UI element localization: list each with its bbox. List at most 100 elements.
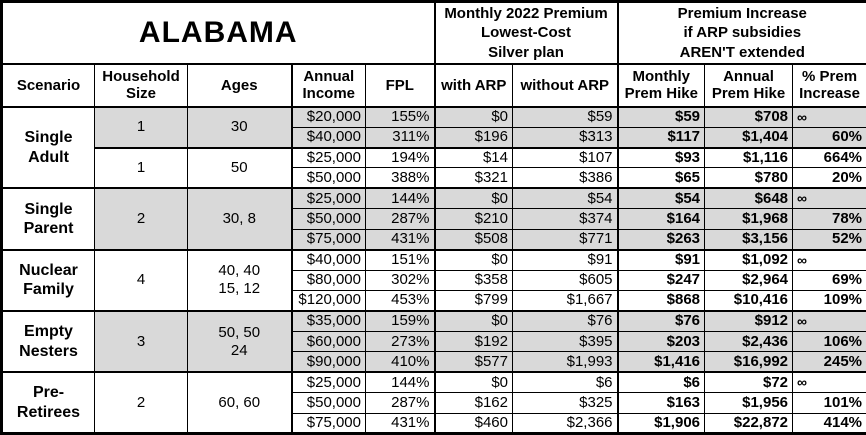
without-arp-cell: $325 — [511, 392, 619, 414]
fpl-cell: 410% — [365, 351, 435, 373]
table-row: $75,000 431% $508 $771 $263 $3,156 52% — [2, 228, 866, 251]
scenario-cell: Single Adult — [1, 105, 95, 189]
with-arp-cell: $508 — [433, 228, 513, 251]
without-arp-cell: $771 — [511, 228, 619, 251]
with-arp-cell: $0 — [433, 105, 513, 128]
with-arp-cell: $196 — [433, 126, 513, 149]
pct-increase-cell: 52% — [792, 228, 866, 251]
household-size-cell: 4 — [94, 248, 188, 312]
annual-hike-cell: $22,872 — [704, 412, 794, 435]
household-size-cell: 2 — [94, 371, 188, 435]
with-arp-cell: $460 — [433, 412, 513, 435]
income-cell: $120,000 — [290, 289, 366, 312]
monthly-hike-cell: $203 — [616, 330, 706, 353]
income-cell: $35,000 — [290, 309, 366, 332]
income-cell: $50,000 — [290, 208, 366, 230]
monthly-hike-cell: $76 — [616, 309, 706, 332]
without-arp-cell: $91 — [511, 248, 619, 271]
col-header-ages: Ages — [187, 62, 292, 108]
without-arp-cell: $605 — [511, 269, 619, 291]
monthly-hike-cell: $247 — [616, 269, 706, 291]
income-cell: $25,000 — [290, 187, 366, 210]
with-arp-cell: $0 — [433, 187, 513, 210]
fpl-cell: 273% — [365, 330, 435, 353]
fpl-cell: 431% — [365, 412, 435, 435]
annual-hike-cell: $16,992 — [704, 351, 794, 373]
pct-increase-cell: ∞ — [792, 187, 866, 210]
household-size-cell: 1 — [94, 146, 188, 189]
fpl-cell: 453% — [365, 289, 435, 312]
monthly-hike-cell: $1,906 — [616, 412, 706, 435]
scenario-cell: Single Parent — [1, 187, 95, 251]
ages-cell: 50 — [187, 146, 292, 189]
scenario-cell: Empty Nesters — [1, 309, 95, 373]
fpl-cell: 388% — [365, 167, 435, 189]
col-header-monthly-prem-hike: Monthly Prem Hike — [616, 62, 706, 108]
with-arp-cell: $799 — [433, 289, 513, 312]
income-cell: $50,000 — [290, 167, 366, 189]
scenario-cell: Nuclear Family — [1, 248, 95, 312]
table-row: $40,000 311% $196 $313 $117 $1,404 60% — [2, 126, 866, 149]
table-row: $80,000 302% $358 $605 $247 $2,964 69% — [2, 269, 866, 291]
col-header-with-arp: with ARP — [433, 62, 513, 108]
pct-increase-cell: 101% — [792, 392, 866, 414]
ages-cell: 50, 50 24 — [187, 309, 292, 373]
annual-hike-cell: $1,116 — [704, 146, 794, 169]
without-arp-cell: $395 — [511, 330, 619, 353]
fpl-cell: 311% — [365, 126, 435, 149]
pct-increase-cell: ∞ — [792, 371, 866, 394]
col-header-annual-prem-hike: Annual Prem Hike — [704, 62, 794, 108]
fpl-cell: 302% — [365, 269, 435, 291]
table-row: Single Adult 1 30 $20,000 155% $0 $59 $59 $708 ∞ — [1, 105, 866, 189]
pct-increase-cell: 664% — [792, 146, 866, 169]
income-cell: $75,000 — [290, 412, 366, 435]
income-cell: $40,000 — [290, 126, 366, 149]
col-header-annual-income: Annual Income — [290, 62, 366, 108]
with-arp-cell: $0 — [433, 248, 513, 271]
monthly-hike-cell: $65 — [616, 167, 706, 189]
without-arp-cell: $374 — [511, 208, 619, 230]
fpl-cell: 287% — [365, 208, 435, 230]
without-arp-cell: $386 — [511, 167, 619, 189]
income-cell: $40,000 — [290, 248, 366, 271]
household-size-cell: 3 — [94, 309, 188, 373]
annual-hike-cell: $1,092 — [704, 248, 794, 271]
annual-hike-cell: $72 — [704, 371, 794, 394]
ages-cell: 30, 8 — [187, 187, 292, 251]
without-arp-cell: $76 — [511, 309, 619, 332]
table-row: Empty Nesters 3 50, 50 24 $35,000 159% $0 $76 $… — [1, 309, 866, 373]
income-cell: $80,000 — [290, 269, 366, 291]
annual-hike-cell: $1,404 — [704, 126, 794, 149]
monthly-hike-cell: $163 — [616, 392, 706, 414]
scenario-cell: Pre- Retirees — [1, 371, 95, 435]
monthly-hike-cell: $91 — [616, 248, 706, 271]
ages-cell: 30 — [187, 105, 292, 149]
income-cell: $60,000 — [290, 330, 366, 353]
monthly-hike-cell: $868 — [616, 289, 706, 312]
fpl-cell: 144% — [365, 187, 435, 210]
with-arp-cell: $577 — [433, 351, 513, 373]
annual-hike-cell: $10,416 — [704, 289, 794, 312]
with-arp-cell: $210 — [433, 208, 513, 230]
annual-hike-cell: $648 — [704, 187, 794, 210]
income-cell: $50,000 — [290, 392, 366, 414]
monthly-hike-cell: $263 — [616, 228, 706, 251]
household-size-cell: 1 — [94, 105, 188, 149]
income-cell: $25,000 — [290, 146, 366, 169]
annual-hike-cell: $780 — [704, 167, 794, 189]
monthly-premium-group-header: Monthly 2022 Premium Lowest-Cost Silver … — [433, 0, 619, 65]
without-arp-cell: $59 — [511, 105, 619, 128]
income-cell: $90,000 — [290, 351, 366, 373]
with-arp-cell: $162 — [433, 392, 513, 414]
pct-increase-cell: 69% — [792, 269, 866, 291]
pct-increase-cell: ∞ — [792, 248, 866, 271]
income-cell: $20,000 — [290, 105, 366, 128]
header-group-row: ALABAMA Monthly 2022 Premium Lowest-Cost… — [1, 0, 866, 65]
table-row: $60,000 273% $192 $395 $203 $2,436 106% — [2, 330, 866, 353]
without-arp-cell: $54 — [511, 187, 619, 210]
without-arp-cell: $1,667 — [511, 289, 619, 312]
pct-increase-cell: 20% — [792, 167, 866, 189]
without-arp-cell: $1,993 — [511, 351, 619, 373]
